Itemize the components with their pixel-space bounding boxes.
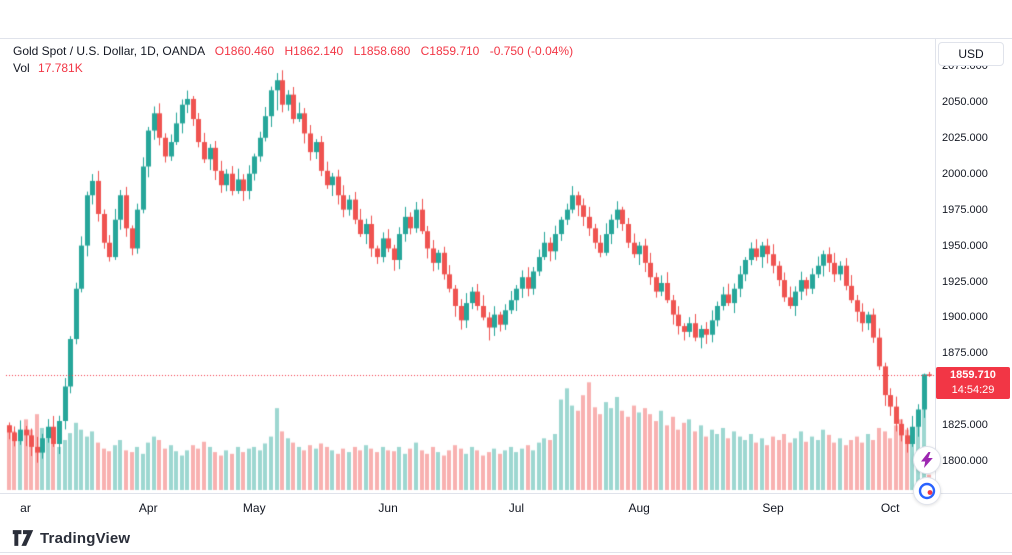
price-axis-label: 1825.000	[942, 419, 988, 432]
chart-legend: Gold Spot / U.S. Dollar, 1D, OANDA O1860…	[13, 44, 573, 76]
price-axis-label: 2050.000	[942, 95, 988, 108]
lightning-bolt-icon	[921, 452, 933, 468]
price-axis-label: 2000.000	[942, 167, 988, 180]
legend-volume-row: Vol 17.781K	[13, 61, 573, 76]
tradingview-brand-label: TradingView	[40, 529, 131, 547]
bottom-divider	[0, 552, 1012, 553]
price-axis-label: 1925.000	[942, 275, 988, 288]
symbol-title[interactable]: Gold Spot / U.S. Dollar, 1D, OANDA	[13, 44, 205, 58]
volume-value: 17.781K	[38, 61, 83, 75]
bar-countdown: 14:54:29	[951, 384, 995, 397]
time-axis-label: Aug	[628, 501, 650, 515]
time-axis[interactable]: ar Apr May Jun Jul Aug Sep Oct	[0, 494, 1012, 520]
legend-change-value: -0.750 (-0.04%)	[489, 44, 574, 58]
price-axis-label: 1975.000	[942, 203, 988, 216]
legend-open-value: O1860.460	[214, 44, 275, 58]
currency-usd-label: USD	[958, 47, 984, 61]
price-axis-label: 1950.000	[942, 239, 988, 252]
price-axis-label: 1800.000	[942, 455, 988, 468]
broker-logo-icon	[918, 482, 936, 500]
price-axis[interactable]: 2075.0002050.0002025.0002000.0001975.000…	[936, 38, 1012, 493]
legend-high-value: H1862.140	[284, 44, 344, 58]
time-axis-divider	[0, 493, 1012, 494]
legend-close-value: C1859.710	[420, 44, 480, 58]
volume-label: Vol	[13, 61, 30, 75]
price-axis-label: 1900.000	[942, 311, 988, 324]
legend-low-value: L1858.680	[353, 44, 411, 58]
broker-logo-button[interactable]	[913, 477, 941, 505]
tradingview-logo-icon	[12, 530, 34, 546]
last-price-badge: 1859.710 14:54:29	[936, 367, 1010, 400]
time-axis-label: Jul	[508, 501, 525, 515]
price-axis-divider	[935, 38, 936, 493]
top-divider	[0, 38, 1012, 39]
time-axis-label: Oct	[880, 501, 900, 515]
quick-trade-button[interactable]	[913, 446, 941, 474]
tradingview-brand-link[interactable]: TradingView	[12, 529, 130, 547]
price-axis-label: 2025.000	[942, 131, 988, 144]
legend-main-row: Gold Spot / U.S. Dollar, 1D, OANDA O1860…	[13, 44, 573, 59]
time-axis-label: Sep	[762, 501, 784, 515]
last-price-value: 1859.710	[950, 369, 996, 382]
currency-usd-button[interactable]: USD	[938, 42, 1004, 66]
time-axis-label: Jun	[378, 501, 398, 515]
price-axis-label: 1875.000	[942, 347, 988, 360]
time-axis-label: Apr	[138, 501, 158, 515]
time-axis-label: May	[242, 501, 266, 515]
time-axis-label: ar	[20, 501, 31, 515]
